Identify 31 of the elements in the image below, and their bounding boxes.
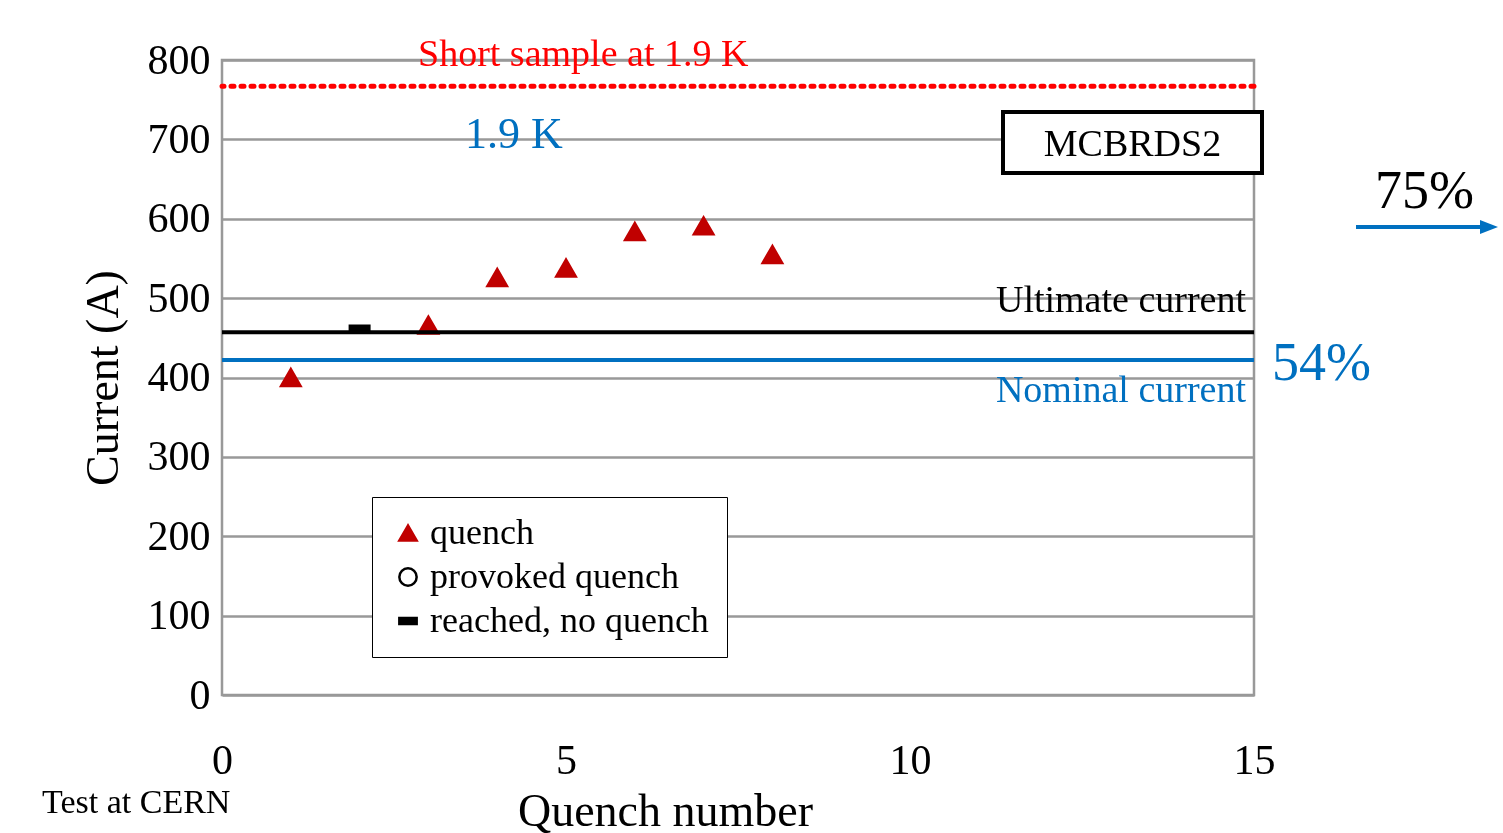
- point: [486, 267, 509, 288]
- x-axis-title: Quench number: [517, 784, 814, 833]
- point: [692, 216, 715, 236]
- point: [623, 221, 646, 242]
- point: [555, 258, 577, 278]
- legend-label: provoked quench: [430, 556, 679, 596]
- y-tick-label: 200: [147, 512, 211, 559]
- x-tick-label: 5: [556, 736, 577, 783]
- point: [279, 367, 302, 388]
- y-tick-label: 800: [147, 36, 211, 83]
- y-tick-label: 600: [147, 195, 211, 242]
- ref-line-label: Short sample at 1.9 K: [418, 32, 749, 75]
- ref-line-label: Ultimate current: [995, 278, 1247, 321]
- annotation: MCBRDS2: [1001, 110, 1264, 175]
- y-tick-label: 0: [189, 671, 211, 718]
- legend-label: quench: [430, 512, 534, 552]
- text: 75%: [1375, 160, 1474, 220]
- y-tick-label: 100: [147, 592, 211, 639]
- annotation: 1.9 K: [465, 109, 563, 158]
- point: [761, 244, 784, 265]
- text: 54%: [1272, 332, 1371, 392]
- y-axis-title: Current (A): [76, 270, 128, 486]
- y-tick-label: 300: [147, 433, 211, 480]
- y-tick-label: 700: [147, 115, 211, 162]
- ref-line-label: Nominal current: [995, 368, 1247, 411]
- y-tick-label: 500: [147, 274, 211, 321]
- x-tick-label: 10: [889, 736, 932, 783]
- y-tick-label: 400: [147, 354, 211, 400]
- legend-label: reached, no quench: [430, 600, 709, 640]
- text: Test at CERN: [42, 783, 231, 820]
- x-tick-label: 15: [1233, 736, 1276, 783]
